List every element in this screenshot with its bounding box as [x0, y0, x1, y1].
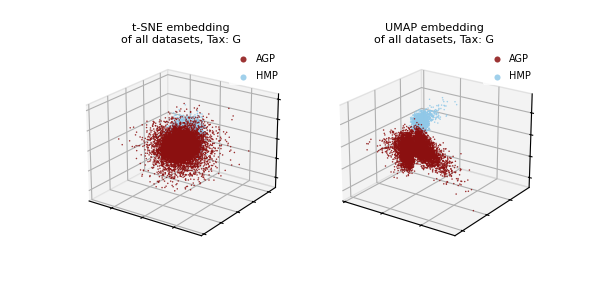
- Title: UMAP embedding
of all datasets, Tax: G: UMAP embedding of all datasets, Tax: G: [374, 23, 494, 45]
- Legend: AGP, HMP: AGP, HMP: [229, 50, 281, 85]
- Legend: AGP, HMP: AGP, HMP: [483, 50, 535, 85]
- Title: t-SNE embedding
of all datasets, Tax: G: t-SNE embedding of all datasets, Tax: G: [121, 23, 241, 45]
